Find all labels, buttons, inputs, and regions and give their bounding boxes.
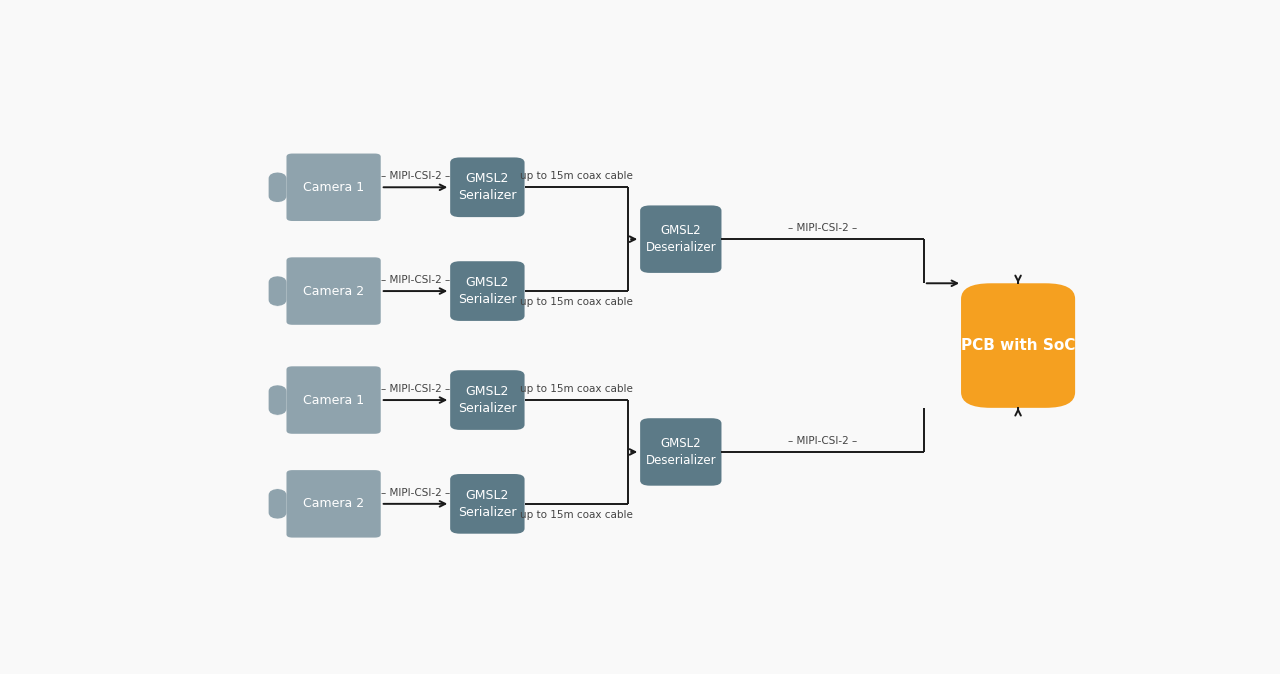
Text: up to 15m coax cable: up to 15m coax cable bbox=[520, 297, 632, 307]
FancyBboxPatch shape bbox=[269, 489, 287, 519]
Text: up to 15m coax cable: up to 15m coax cable bbox=[520, 171, 632, 181]
FancyBboxPatch shape bbox=[287, 257, 380, 325]
Text: – MIPI-CSI-2 –: – MIPI-CSI-2 – bbox=[381, 275, 451, 285]
Text: GMSL2
Serializer: GMSL2 Serializer bbox=[458, 385, 517, 415]
Text: GMSL2
Serializer: GMSL2 Serializer bbox=[458, 489, 517, 519]
Text: – MIPI-CSI-2 –: – MIPI-CSI-2 – bbox=[788, 435, 858, 446]
Text: Camera 2: Camera 2 bbox=[303, 497, 365, 510]
Text: GMSL2
Deserializer: GMSL2 Deserializer bbox=[645, 224, 716, 254]
FancyBboxPatch shape bbox=[287, 366, 380, 434]
Text: GMSL2
Serializer: GMSL2 Serializer bbox=[458, 276, 517, 306]
FancyBboxPatch shape bbox=[269, 276, 287, 306]
FancyBboxPatch shape bbox=[287, 154, 380, 221]
Text: – MIPI-CSI-2 –: – MIPI-CSI-2 – bbox=[381, 384, 451, 394]
Text: Camera 2: Camera 2 bbox=[303, 284, 365, 297]
FancyBboxPatch shape bbox=[640, 418, 722, 486]
Text: – MIPI-CSI-2 –: – MIPI-CSI-2 – bbox=[381, 487, 451, 497]
FancyBboxPatch shape bbox=[287, 470, 380, 538]
Text: Camera 1: Camera 1 bbox=[303, 181, 365, 193]
Text: Camera 1: Camera 1 bbox=[303, 394, 365, 406]
FancyBboxPatch shape bbox=[961, 283, 1075, 408]
Text: GMSL2
Deserializer: GMSL2 Deserializer bbox=[645, 437, 716, 467]
Text: up to 15m coax cable: up to 15m coax cable bbox=[520, 384, 632, 394]
FancyBboxPatch shape bbox=[640, 206, 722, 273]
Text: – MIPI-CSI-2 –: – MIPI-CSI-2 – bbox=[788, 223, 858, 233]
Text: GMSL2
Serializer: GMSL2 Serializer bbox=[458, 173, 517, 202]
Text: – MIPI-CSI-2 –: – MIPI-CSI-2 – bbox=[381, 171, 451, 181]
FancyBboxPatch shape bbox=[451, 370, 525, 430]
Text: up to 15m coax cable: up to 15m coax cable bbox=[520, 510, 632, 520]
Text: PCB with SoC: PCB with SoC bbox=[961, 338, 1075, 353]
FancyBboxPatch shape bbox=[451, 474, 525, 534]
FancyBboxPatch shape bbox=[269, 173, 287, 202]
FancyBboxPatch shape bbox=[269, 385, 287, 415]
FancyBboxPatch shape bbox=[451, 262, 525, 321]
FancyBboxPatch shape bbox=[451, 158, 525, 217]
